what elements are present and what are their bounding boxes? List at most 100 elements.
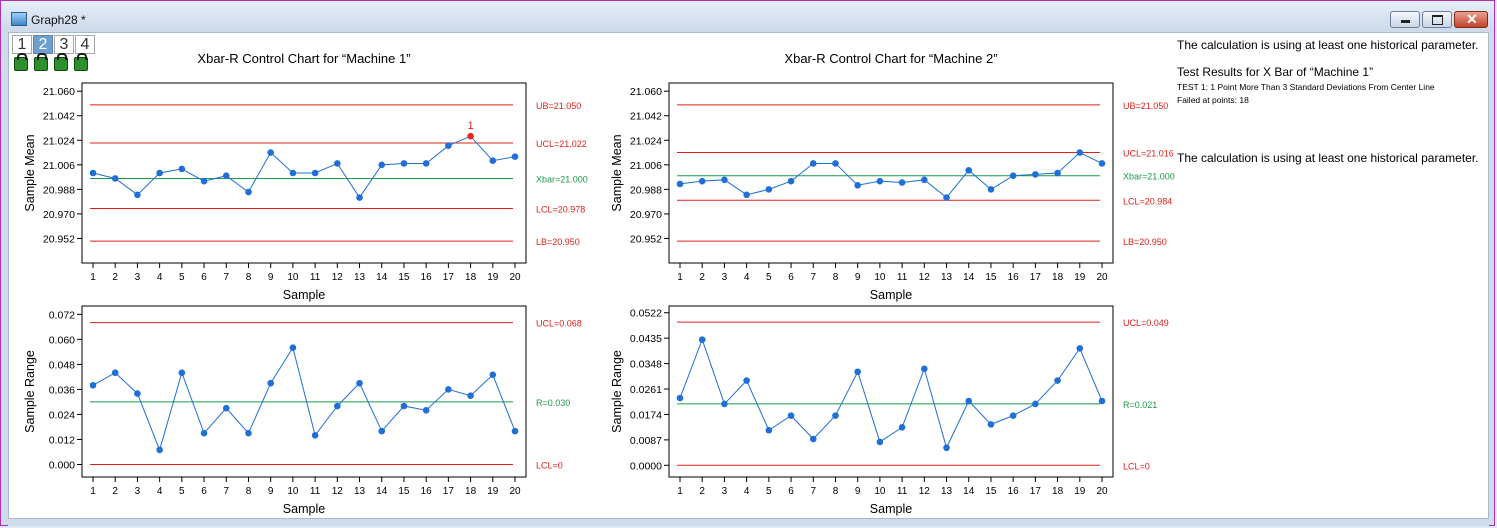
x-tick-label: 4 xyxy=(744,486,750,497)
data-point xyxy=(1076,345,1084,352)
data-point xyxy=(743,377,750,384)
x-axis-label: Sample xyxy=(283,288,325,302)
x-tick-label: 2 xyxy=(112,486,118,497)
series-line xyxy=(92,135,516,199)
data-point xyxy=(876,438,884,446)
x-tick-label: 1 xyxy=(90,272,96,283)
maximize-button[interactable] xyxy=(1422,11,1452,28)
control-limit-label: LCL=20.978 xyxy=(536,204,585,214)
x-tick-label: 5 xyxy=(766,486,772,497)
data-point xyxy=(943,444,950,452)
x-tick-label: 15 xyxy=(398,486,410,497)
y-tick-label: 0.0348 xyxy=(630,359,662,371)
data-point xyxy=(311,169,319,177)
data-point xyxy=(289,169,297,177)
x-tick-label: 16 xyxy=(1008,272,1020,283)
data-point xyxy=(832,160,839,167)
lock-icon[interactable] xyxy=(54,53,68,71)
center-line-label: R=0.030 xyxy=(536,398,570,408)
data-point xyxy=(787,412,795,419)
data-point xyxy=(378,427,386,435)
violation-label: 1 xyxy=(468,120,474,132)
x-tick-label: 6 xyxy=(201,486,207,497)
center-line-label: R=0.021 xyxy=(1123,400,1157,410)
layer-tab-2[interactable]: 2 xyxy=(33,35,53,54)
plot-frame xyxy=(81,305,527,478)
data-point xyxy=(200,177,208,185)
data-point xyxy=(134,390,141,397)
data-point xyxy=(134,191,141,199)
data-point xyxy=(289,344,297,352)
control-limit-label: UCL=0.049 xyxy=(1123,318,1169,328)
x-tick-label: 8 xyxy=(833,486,839,497)
lock-icon[interactable] xyxy=(74,53,88,71)
data-point xyxy=(400,160,408,167)
y-tick-label: 21.042 xyxy=(630,111,662,123)
data-point xyxy=(222,404,230,412)
data-point xyxy=(743,191,750,199)
x-tick-label: 12 xyxy=(332,486,344,497)
test-results-title: Test Results for X Bar of “Machine 1” xyxy=(1177,65,1374,79)
control-charts: Xbar-R Control Chart for “Machine 1” 21.0… xyxy=(23,51,1175,516)
x-tick-label: 4 xyxy=(157,272,163,283)
x-tick-label: 1 xyxy=(677,486,683,497)
close-button[interactable]: ✕ xyxy=(1454,11,1488,28)
minimize-button[interactable] xyxy=(1390,11,1420,28)
x-tick-label: 14 xyxy=(376,272,388,283)
window-title: Graph28 * xyxy=(31,13,86,27)
data-point xyxy=(1009,412,1017,419)
data-point xyxy=(356,194,363,201)
y-axis-label: Sample Mean xyxy=(23,134,37,211)
x-tick-label: 1 xyxy=(677,272,683,283)
x-tick-label: 6 xyxy=(788,272,794,283)
data-point xyxy=(511,153,519,160)
x-tick-label: 9 xyxy=(855,272,861,283)
data-point xyxy=(787,177,795,185)
center-line-label: Xbar=21.000 xyxy=(536,174,588,184)
x-tick-label: 7 xyxy=(223,272,229,283)
x-tick-label: 9 xyxy=(268,272,274,283)
data-point xyxy=(987,186,995,193)
x-tick-label: 14 xyxy=(963,272,975,283)
x-tick-label: 8 xyxy=(246,486,252,497)
data-point xyxy=(1098,160,1106,167)
x-tick-label: 6 xyxy=(788,486,794,497)
y-tick-label: 20.970 xyxy=(43,209,75,221)
x-tick-label: 20 xyxy=(1096,272,1108,283)
lock-icon[interactable] xyxy=(14,53,28,71)
maximize-icon xyxy=(1432,15,1443,25)
y-tick-label: 0.024 xyxy=(49,409,75,421)
x-tick-label: 19 xyxy=(487,272,499,283)
control-limit-label: LCL=0 xyxy=(536,460,563,470)
series-line xyxy=(679,151,1103,199)
x-tick-label: 13 xyxy=(354,272,366,283)
data-point xyxy=(489,157,497,165)
plot-frame xyxy=(668,305,1114,478)
data-point xyxy=(178,165,186,173)
y-tick-label: 21.060 xyxy=(630,86,662,98)
title-bar[interactable]: Graph28 * ✕ xyxy=(1,1,1494,31)
y-tick-label: 0.048 xyxy=(49,359,75,371)
data-point xyxy=(200,429,208,437)
data-point xyxy=(809,160,817,167)
control-limit-label: UB=21.050 xyxy=(536,101,581,111)
control-limit-label: UCL=0.068 xyxy=(536,319,582,329)
graph-page: 1 2 3 4 Xbar-R Control Chart for “Machin… xyxy=(8,32,1489,519)
data-point xyxy=(921,176,928,184)
y-tick-label: 21.042 xyxy=(43,111,75,123)
y-tick-label: 21.060 xyxy=(43,86,75,98)
x-tick-label: 15 xyxy=(985,272,997,283)
control-limit-label: LB=20.950 xyxy=(536,237,580,247)
x-tick-label: 18 xyxy=(465,272,477,283)
data-point xyxy=(1076,149,1084,156)
data-point xyxy=(943,194,950,201)
data-point xyxy=(267,149,274,156)
x-tick-label: 8 xyxy=(833,272,839,283)
x-tick-label: 9 xyxy=(268,486,274,497)
x-tick-label: 13 xyxy=(941,486,953,497)
y-tick-label: 0.060 xyxy=(49,334,75,346)
lock-icon[interactable] xyxy=(34,53,48,71)
control-limit-label: LB=20.950 xyxy=(1123,237,1167,247)
data-point xyxy=(698,336,706,343)
